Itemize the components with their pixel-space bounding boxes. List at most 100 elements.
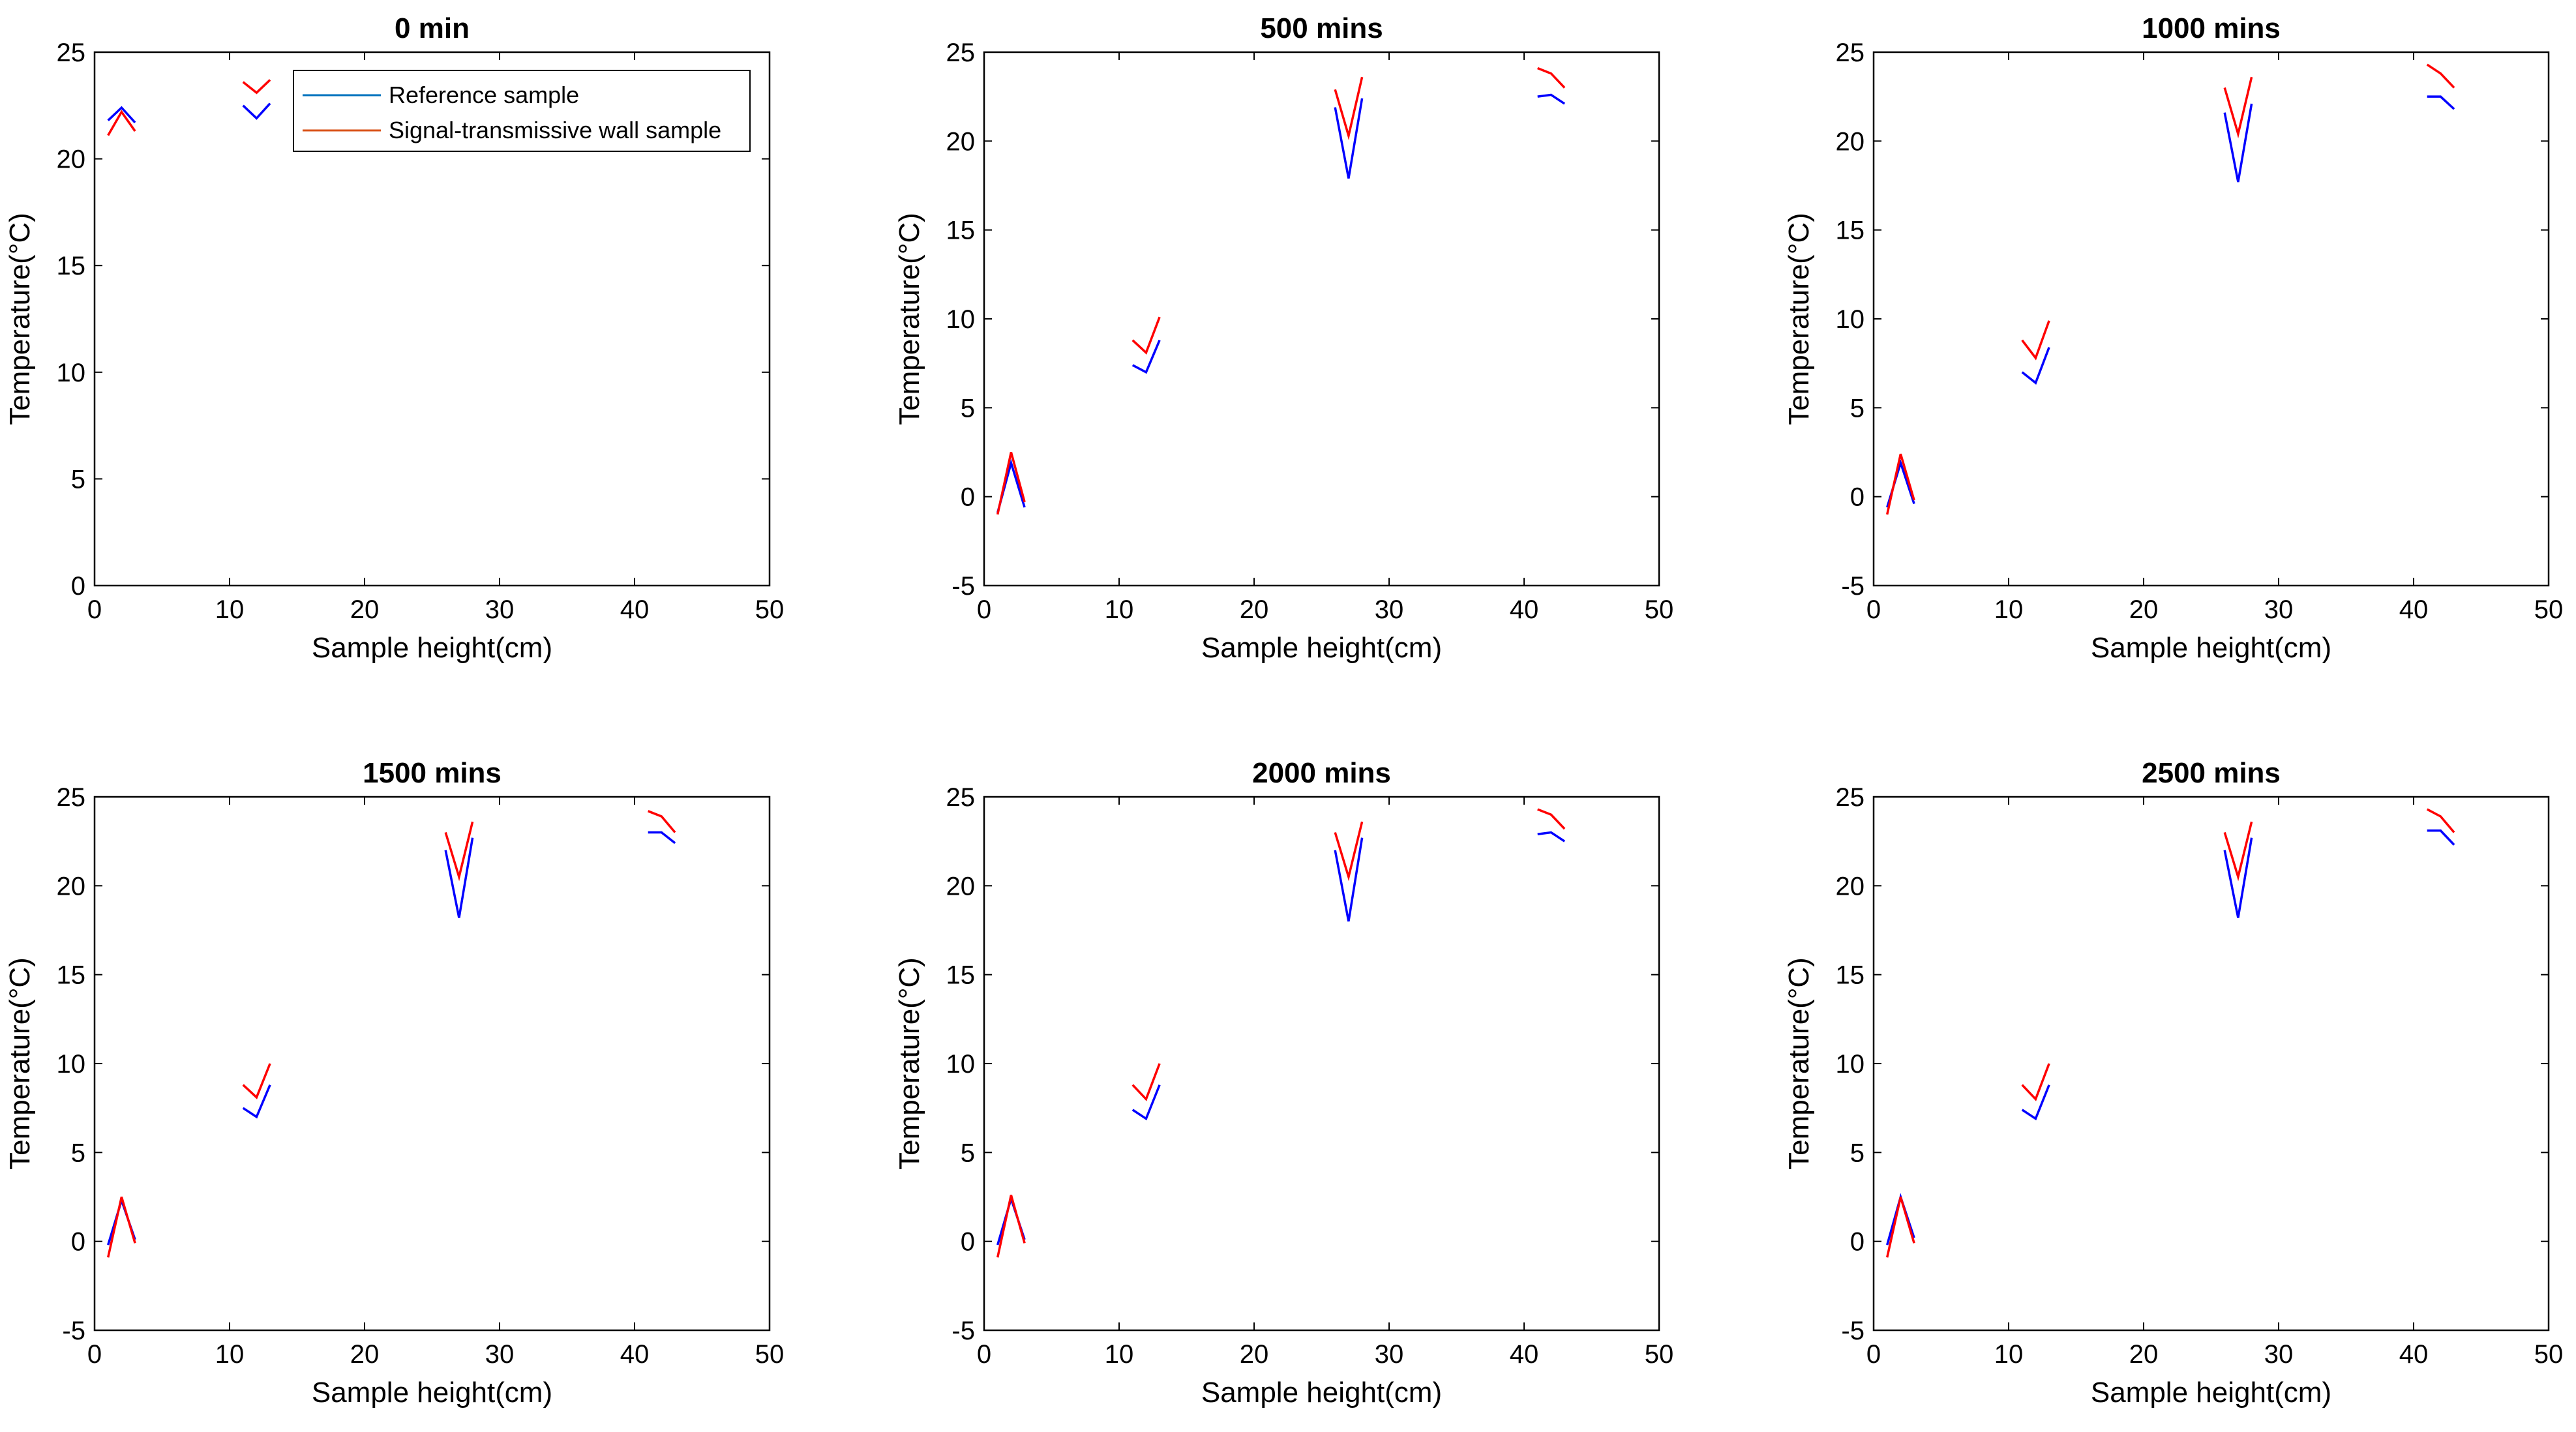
- series-line-reference-segment-2: [1131, 1084, 1161, 1121]
- x-tick-label: 30: [2264, 595, 2294, 624]
- chart-title: 500 mins: [1260, 12, 1383, 44]
- series-line-signal-segment-1: [996, 1195, 1026, 1258]
- series-line-reference-segment-2: [242, 102, 271, 120]
- x-axis-label: Sample height(cm): [2091, 1377, 2331, 1409]
- x-axis-label: Sample height(cm): [312, 632, 552, 664]
- y-tick-label: 15: [57, 961, 86, 990]
- y-tick-label: 0: [1850, 1228, 1865, 1257]
- y-tick-label: 15: [946, 216, 976, 245]
- series-line-reference-segment-3: [2223, 837, 2253, 918]
- series-line-reference-segment-4: [648, 831, 676, 844]
- y-tick-label: 20: [57, 872, 86, 901]
- plot-area: [1872, 51, 2550, 587]
- y-tick-label: 25: [946, 38, 976, 67]
- series-line-signal-segment-4: [2426, 63, 2455, 89]
- series-line-signal-segment-1: [1885, 1197, 1915, 1258]
- y-tick-label: 25: [1836, 38, 1865, 67]
- x-tick-label: 50: [1645, 595, 1674, 624]
- series-line-signal-segment-3: [1334, 821, 1364, 882]
- x-tick-label: 10: [1994, 1340, 2024, 1369]
- series-layer: [1885, 808, 2455, 1258]
- series-line-signal-segment-1: [996, 452, 1026, 515]
- x-tick-label: 40: [1510, 1340, 1539, 1369]
- y-axis-label: Temperature(°C): [893, 213, 925, 425]
- x-tick-label: 40: [1510, 595, 1539, 624]
- y-tick-label: 5: [961, 394, 975, 423]
- x-tick-label: 30: [485, 595, 515, 624]
- x-tick-label: 50: [755, 1340, 785, 1369]
- series-line-reference-segment-3: [1334, 837, 1364, 922]
- series-line-signal-segment-4: [2426, 808, 2455, 833]
- x-tick-label: 30: [485, 1340, 515, 1369]
- y-tick-label: 5: [1850, 1139, 1865, 1167]
- y-tick-label: -5: [951, 1317, 975, 1345]
- series-line-signal-segment-2: [2021, 1063, 2050, 1101]
- x-axis-label: Sample height(cm): [312, 1377, 552, 1409]
- x-tick-label: 50: [755, 595, 785, 624]
- x-tick-label: 10: [1105, 595, 1134, 624]
- y-axis-label: Temperature(°C): [4, 213, 36, 425]
- x-tick-label: 50: [1645, 1340, 1674, 1369]
- y-tick-label: 20: [946, 127, 976, 156]
- y-tick-label: 5: [1850, 394, 1865, 423]
- x-tick-label: 10: [1105, 1340, 1134, 1369]
- y-tick-label: 5: [71, 465, 85, 494]
- y-tick-label: 10: [57, 1050, 86, 1079]
- chart-title: 1000 mins: [2142, 12, 2281, 44]
- y-tick-label: 10: [57, 359, 86, 387]
- y-tick-label: 25: [57, 38, 86, 67]
- series-line-reference-segment-4: [1537, 93, 1566, 105]
- y-tick-label: 5: [961, 1139, 975, 1167]
- y-tick-label: 20: [57, 145, 86, 174]
- series-line-signal-segment-3: [1334, 76, 1364, 141]
- y-tick-label: 0: [1850, 483, 1865, 512]
- series-line-reference-segment-3: [2223, 103, 2253, 183]
- y-axis-label: Temperature(°C): [4, 957, 36, 1170]
- x-tick-label: 0: [1866, 1340, 1881, 1369]
- series-line-reference-segment-3: [444, 837, 474, 918]
- series-line-signal-segment-3: [2223, 821, 2253, 882]
- series-line-reference-segment-2: [2021, 1084, 2050, 1121]
- x-tick-label: 20: [1240, 595, 1269, 624]
- series-line-signal-segment-4: [1537, 67, 1566, 89]
- series-line-signal-segment-3: [444, 821, 474, 882]
- y-axis-label: Temperature(°C): [1783, 957, 1815, 1170]
- y-tick-label: 10: [1836, 1050, 1865, 1079]
- y-tick-label: 20: [1836, 127, 1865, 156]
- x-tick-label: 0: [977, 595, 991, 624]
- x-tick-label: 0: [977, 1340, 991, 1369]
- y-tick-label: 15: [1836, 216, 1865, 245]
- y-tick-label: 10: [1836, 305, 1865, 334]
- legend-label-reference: Reference sample: [389, 82, 579, 108]
- x-tick-label: 20: [350, 1340, 380, 1369]
- x-tick-label: 50: [2534, 1340, 2564, 1369]
- series-line-signal-segment-2: [242, 1063, 271, 1099]
- y-tick-label: 15: [57, 252, 86, 280]
- series-line-signal-segment-2: [1131, 1063, 1161, 1101]
- y-tick-label: -5: [1841, 1317, 1865, 1345]
- x-tick-label: 20: [350, 595, 380, 624]
- series-line-reference-segment-2: [1131, 340, 1161, 374]
- series-line-reference-segment-2: [242, 1084, 271, 1119]
- chart-panel-1: 0 min 0 10 20 30 40 50 0 5 10 15 20 25 Sample height(…: [4, 12, 784, 664]
- series-line-signal-segment-4: [1537, 808, 1566, 830]
- chart-title: 0 min: [395, 12, 470, 44]
- plot-area: [1872, 796, 2550, 1332]
- series-layer: [106, 810, 676, 1258]
- x-tick-label: 40: [620, 1340, 650, 1369]
- y-tick-label: 25: [1836, 783, 1865, 812]
- x-tick-label: 0: [87, 595, 102, 624]
- series-layer: [996, 67, 1566, 515]
- y-tick-label: 25: [57, 783, 86, 812]
- y-tick-label: 10: [946, 305, 976, 334]
- y-axis-label: Temperature(°C): [1783, 213, 1815, 425]
- series-line-signal-segment-1: [107, 110, 136, 136]
- x-tick-label: 10: [215, 595, 245, 624]
- plot-area: [983, 796, 1660, 1332]
- x-tick-label: 50: [2534, 595, 2564, 624]
- series-line-reference-segment-2: [2021, 347, 2050, 385]
